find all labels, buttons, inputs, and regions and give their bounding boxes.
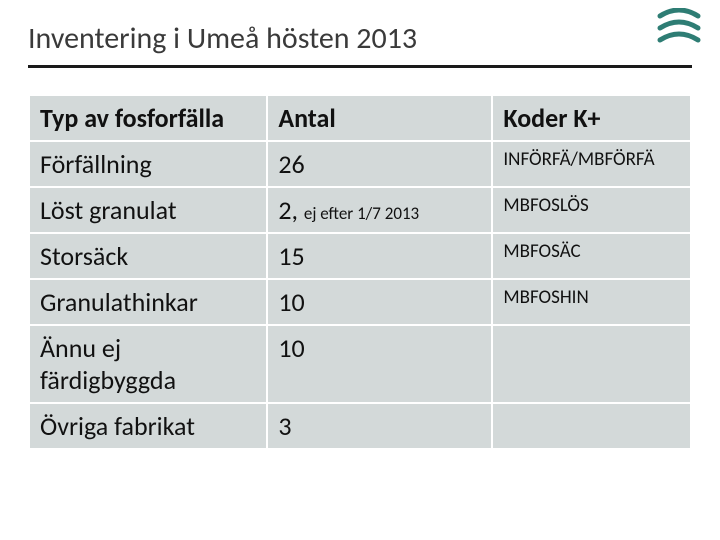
col-header-type: Typ av fosforfälla xyxy=(29,95,267,141)
col-header-kod: Koder K+ xyxy=(492,95,691,141)
col-header-antal: Antal xyxy=(267,95,492,141)
cell-type: Granulathinkar xyxy=(29,279,267,325)
cell-antal: 26 xyxy=(267,141,492,187)
cell-antal: 3 xyxy=(267,403,492,449)
table-row: Storsäck 15 MBFOSÄC xyxy=(29,233,691,279)
data-table: Typ av fosforfälla Antal Koder K+ Förfäl… xyxy=(28,94,692,450)
cell-type: Förfällning xyxy=(29,141,267,187)
cell-type: Ännu ej färdigbyggda xyxy=(29,325,267,403)
page-title: Inventering i Umeå hösten 2013 xyxy=(28,20,692,57)
cell-type: Löst granulat xyxy=(29,187,267,233)
slide: Inventering i Umeå hösten 2013 Typ av fo… xyxy=(0,0,720,540)
cell-antal: 2, ej efter 1/7 2013 xyxy=(267,187,492,233)
cell-kod: MBFOSÄC xyxy=(492,233,691,279)
title-wrap: Inventering i Umeå hösten 2013 xyxy=(28,20,692,68)
cell-kod: INFÖRFÄ/MBFÖRFÄ xyxy=(492,141,691,187)
cell-kod: MBFOSHIN xyxy=(492,279,691,325)
table-row: Löst granulat 2, ej efter 1/7 2013 MBFOS… xyxy=(29,187,691,233)
cell-kod: MBFOSLÖS xyxy=(492,187,691,233)
cell-antal: 10 xyxy=(267,325,492,403)
table-row: Övriga fabrikat 3 xyxy=(29,403,691,449)
table-row: Granulathinkar 10 MBFOSHIN xyxy=(29,279,691,325)
cell-antal: 10 xyxy=(267,279,492,325)
table-header-row: Typ av fosforfälla Antal Koder K+ xyxy=(29,95,691,141)
cell-kod xyxy=(492,325,691,403)
logo xyxy=(654,8,704,48)
cell-type: Övriga fabrikat xyxy=(29,403,267,449)
cell-type: Storsäck xyxy=(29,233,267,279)
cell-antal: 15 xyxy=(267,233,492,279)
table-row: Förfällning 26 INFÖRFÄ/MBFÖRFÄ xyxy=(29,141,691,187)
table-row: Ännu ej färdigbyggda 10 xyxy=(29,325,691,403)
cell-kod xyxy=(492,403,691,449)
